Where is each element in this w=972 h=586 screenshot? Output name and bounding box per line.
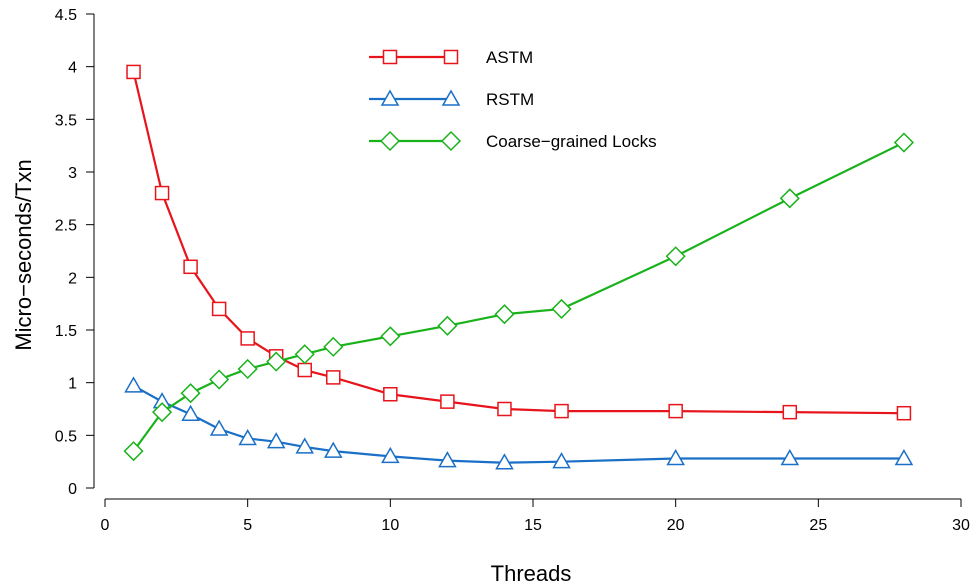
data-point: [495, 453, 514, 470]
legend-entry: Coarse−grained Locks: [369, 130, 657, 152]
data-point: [323, 336, 344, 357]
data-point: [780, 448, 800, 466]
y-tick-label: 0.5: [55, 428, 77, 445]
x-tick-label: 5: [243, 517, 252, 534]
legend-entry: RSTM: [369, 89, 534, 109]
data-point: [209, 419, 229, 436]
y-tick-label: 0: [68, 481, 77, 498]
series-2: [123, 132, 914, 462]
data-point: [209, 369, 230, 390]
data-point: [326, 370, 341, 385]
data-point: [240, 331, 255, 346]
data-point: [383, 387, 398, 402]
legend-marker: [443, 49, 459, 65]
data-point: [297, 362, 312, 378]
legend: ASTM RSTM Coarse−grained Locks: [369, 48, 657, 152]
data-point: [779, 188, 800, 209]
data-point: [494, 304, 515, 325]
series-1: [124, 376, 914, 470]
data-point: [294, 344, 315, 365]
data-point: [237, 358, 258, 380]
x-tick-label: 10: [381, 517, 399, 534]
data-point: [124, 376, 143, 393]
series-line: [133, 384, 904, 464]
data-point: [126, 64, 141, 80]
data-point: [266, 432, 286, 449]
data-point: [295, 437, 315, 454]
legend-marker: [382, 49, 398, 65]
data-point: [554, 403, 569, 419]
data-point: [180, 383, 201, 404]
data-point: [123, 441, 144, 462]
legend-label: ASTM: [486, 48, 533, 67]
y-tick-label: 4.5: [55, 7, 77, 24]
y-tick-label: 1.5: [55, 323, 77, 340]
data-point: [551, 298, 572, 319]
x-axis-title: Threads: [491, 561, 572, 586]
data-point: [381, 446, 400, 464]
x-tick-label: 20: [667, 517, 685, 534]
data-point: [665, 246, 686, 267]
y-tick-label: 2: [68, 270, 77, 287]
data-point: [552, 452, 571, 469]
data-point: [893, 132, 914, 153]
data-point: [238, 428, 257, 446]
series-0: [126, 64, 912, 421]
legend-marker: [380, 89, 400, 106]
data-point: [666, 448, 685, 466]
data-point: [181, 404, 200, 422]
y-tick-label: 4: [68, 60, 77, 77]
data-point: [380, 326, 401, 347]
axes: 0 5 10 15 20 25 30 0 0.5 1 1.5 2 2.5 3 3.5 4 4.5: [55, 7, 970, 534]
data-point: [896, 405, 912, 421]
data-point: [782, 404, 798, 420]
data-point: [266, 351, 287, 372]
series-layer: [123, 64, 914, 470]
legend-marker: [440, 130, 462, 152]
legend-label: Coarse−grained Locks: [486, 132, 657, 151]
legend-label: RSTM: [486, 90, 534, 109]
legend-marker: [379, 130, 401, 152]
legend-marker: [441, 89, 461, 106]
data-point: [497, 401, 512, 417]
data-point: [440, 394, 455, 409]
legend-entry: ASTM: [369, 48, 533, 67]
data-point: [438, 451, 457, 468]
data-point: [154, 185, 170, 201]
data-point: [668, 403, 683, 419]
x-tick-label: 30: [952, 517, 970, 534]
data-point: [183, 259, 198, 275]
x-tick-label: 15: [524, 517, 542, 534]
data-point: [894, 448, 914, 466]
data-point: [211, 301, 227, 317]
data-point: [323, 441, 343, 458]
x-tick-label: 0: [101, 517, 110, 534]
y-tick-label: 2.5: [55, 218, 77, 235]
x-tick-label: 25: [809, 517, 827, 534]
series-line: [132, 141, 905, 452]
y-tick-label: 3.5: [55, 112, 77, 129]
y-axis-title: Micro−seconds/Txn: [11, 159, 36, 350]
y-tick-label: 3: [68, 165, 77, 182]
data-point: [437, 315, 458, 336]
y-tick-label: 1: [68, 376, 77, 393]
data-point: [152, 402, 173, 423]
